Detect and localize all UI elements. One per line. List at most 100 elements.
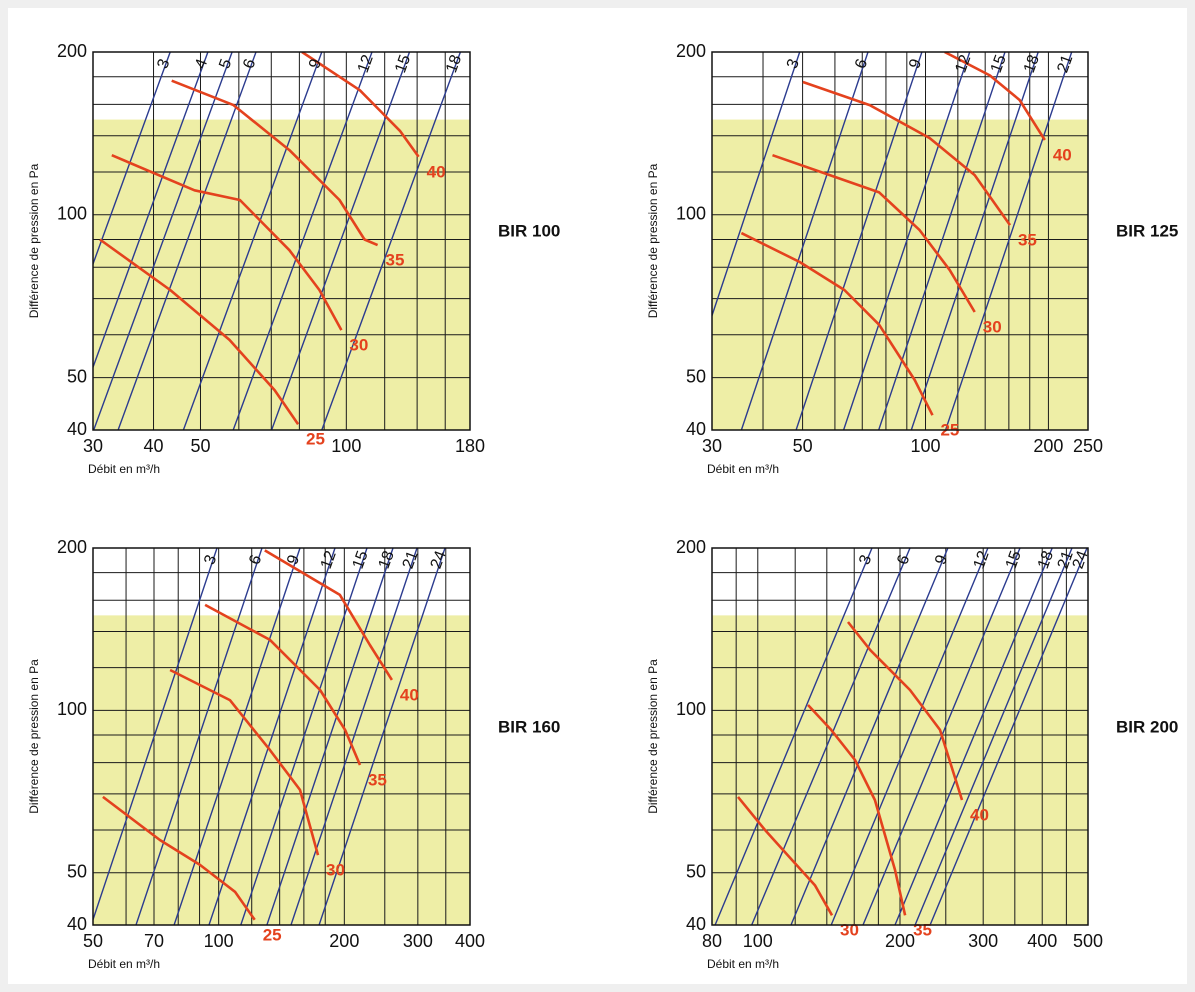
- x-tick-label: 80: [702, 931, 722, 951]
- iso-line: [232, 52, 373, 430]
- x-axis-label: Débit en m³/h: [707, 462, 779, 476]
- iso-line: [914, 548, 1073, 925]
- iso-line: [135, 548, 263, 925]
- y-tick-label: 40: [67, 419, 87, 439]
- iso-line-label: 15: [350, 549, 372, 572]
- curve: [301, 52, 420, 158]
- iso-line: [910, 52, 1039, 430]
- iso-line: [266, 548, 394, 925]
- shade-band: [93, 615, 470, 925]
- curve: [944, 52, 1046, 141]
- iso-line: [790, 548, 949, 925]
- curve: [171, 79, 379, 247]
- iso-line: [944, 52, 1073, 430]
- iso-line: [929, 548, 1088, 925]
- y-tick-label: 100: [676, 699, 706, 719]
- shade-band: [712, 119, 1088, 430]
- shade-band: [93, 119, 470, 430]
- curve: [740, 231, 934, 416]
- iso-line: [270, 52, 411, 430]
- x-tick-label: 100: [910, 436, 940, 456]
- iso-line: [751, 548, 911, 925]
- x-tick-label: 100: [331, 436, 361, 456]
- plot-frame: [711, 547, 1089, 926]
- iso-line-label: 12: [971, 549, 993, 572]
- x-axis-label: Débit en m³/h: [88, 462, 160, 476]
- x-tick-label: 40: [144, 436, 164, 456]
- plot-frame: [711, 51, 1089, 431]
- iso-line: [795, 52, 923, 430]
- curve: [99, 238, 300, 425]
- x-tick-label: 200: [885, 931, 915, 951]
- curve: [736, 796, 834, 916]
- x-tick-label: 50: [83, 931, 103, 951]
- curve-label: 30: [840, 921, 859, 940]
- x-tick-label: 300: [403, 931, 433, 951]
- curve: [169, 668, 320, 856]
- curve-label: 30: [983, 318, 1002, 337]
- plot-area: [93, 548, 446, 925]
- x-tick-label: 500: [1073, 931, 1103, 951]
- iso-line-label: 24: [428, 549, 450, 572]
- x-tick-label: 100: [204, 931, 234, 951]
- y-tick-label: 50: [686, 861, 706, 881]
- y-tick-label: 50: [686, 366, 706, 386]
- iso-line-label: 15: [988, 53, 1010, 76]
- y-tick-label: 50: [67, 366, 87, 386]
- iso-line: [894, 548, 1053, 925]
- chart-title: BIR 125: [1116, 221, 1178, 240]
- y-tick-label: 200: [57, 537, 87, 557]
- x-tick-label: 200: [1033, 436, 1063, 456]
- iso-line: [740, 52, 869, 430]
- x-tick-label: 180: [455, 436, 485, 456]
- plot-area: [93, 52, 462, 430]
- curve-label: 25: [263, 925, 282, 944]
- x-axis-label: Débit en m³/h: [707, 957, 779, 971]
- iso-line-label: 21: [1055, 549, 1077, 572]
- x-tick-label: 100: [743, 931, 773, 951]
- x-tick-label: 50: [190, 436, 210, 456]
- chart-title: BIR 200: [1116, 717, 1178, 736]
- chart-title: BIR 160: [498, 717, 560, 736]
- iso-line: [842, 52, 971, 430]
- plot-frame: [92, 547, 471, 926]
- iso-line: [830, 548, 989, 925]
- y-tick-label: 100: [57, 204, 87, 224]
- curve-label: 30: [326, 861, 345, 880]
- iso-line: [878, 52, 1006, 430]
- y-tick-label: 40: [67, 914, 87, 934]
- curve-label: 40: [970, 806, 989, 825]
- y-tick-label: 100: [57, 699, 87, 719]
- iso-line-label: 12: [318, 549, 340, 572]
- y-axis-label: Différence de pression en Pa: [27, 163, 41, 318]
- plot-frame: [92, 51, 471, 431]
- curve: [807, 704, 907, 916]
- y-axis-label: Différence de pression en Pa: [646, 659, 660, 814]
- iso-line-label: 21: [1054, 53, 1076, 76]
- curve: [772, 153, 976, 313]
- curve-label: 35: [1018, 231, 1037, 250]
- iso-line: [117, 52, 257, 430]
- curve: [802, 80, 1012, 226]
- y-tick-label: 50: [67, 861, 87, 881]
- curve-label: 35: [913, 921, 932, 940]
- iso-line: [318, 548, 446, 925]
- x-tick-label: 200: [329, 931, 359, 951]
- y-axis-label: Différence de pression en Pa: [646, 163, 660, 318]
- iso-line-label: 18: [443, 53, 465, 76]
- iso-line-label: 24: [1070, 549, 1092, 572]
- iso-line-label: 18: [1021, 53, 1043, 76]
- iso-line-label: 12: [952, 53, 974, 76]
- y-tick-label: 40: [686, 914, 706, 934]
- iso-line: [208, 548, 336, 925]
- curve-label: 25: [306, 430, 325, 449]
- curve-label: 40: [400, 685, 419, 704]
- x-tick-label: 50: [793, 436, 813, 456]
- curve-label: 30: [349, 336, 368, 355]
- y-tick-label: 100: [676, 204, 706, 224]
- x-tick-label: 30: [83, 436, 103, 456]
- x-tick-label: 400: [455, 931, 485, 951]
